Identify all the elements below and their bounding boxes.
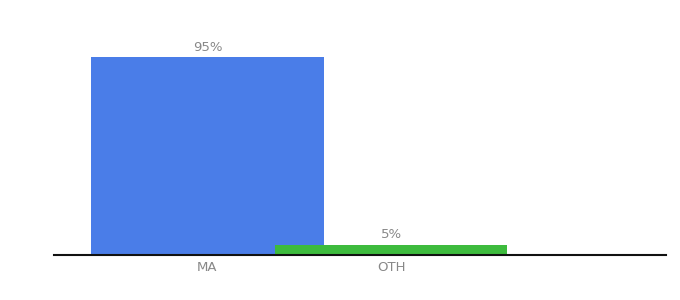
Text: 95%: 95%	[192, 41, 222, 54]
Bar	[275, 244, 507, 255]
Text: 5%: 5%	[380, 228, 402, 242]
Bar	[91, 57, 324, 255]
